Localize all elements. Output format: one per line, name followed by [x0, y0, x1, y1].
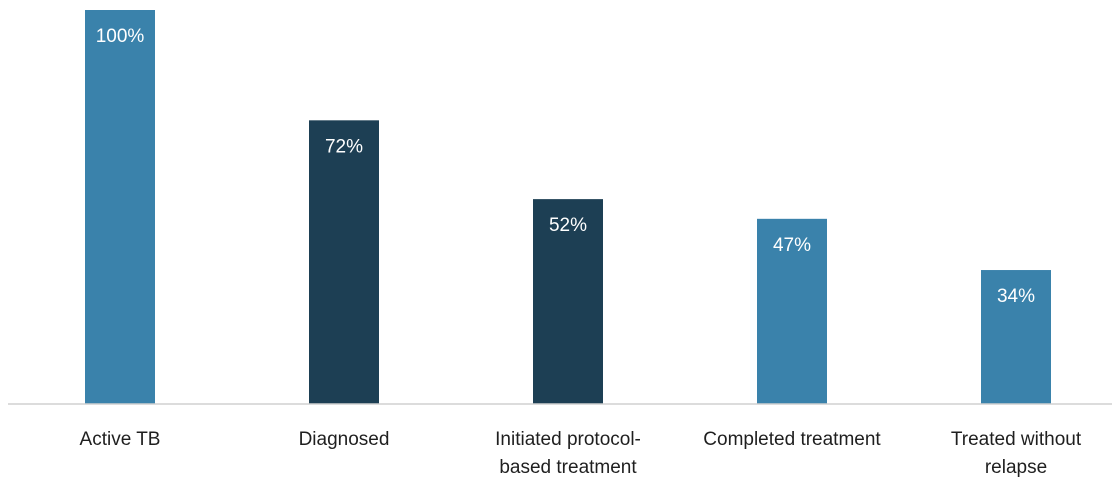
bar-value-label-2: 52%: [549, 215, 587, 236]
bar-value-label-4: 34%: [997, 286, 1035, 307]
bar-value-label-0: 100%: [96, 26, 145, 47]
bar-3: [757, 218, 827, 404]
bar-4: [981, 270, 1051, 404]
category-label-3-line-0: Completed treatment: [703, 429, 881, 450]
category-label-4-line-0: Treated without: [951, 429, 1082, 450]
bar-value-label-3: 47%: [773, 235, 811, 256]
category-label-4-line-1: relapse: [985, 457, 1047, 478]
bar-1: [309, 120, 379, 404]
category-label-1-line-0: Diagnosed: [299, 429, 390, 450]
bar-value-label-1: 72%: [325, 136, 363, 157]
category-label-2-line-1: based treatment: [499, 457, 637, 478]
bars-group: 100% 72% 52% 47% 34%: [85, 10, 1051, 404]
category-label-0-line-0: Active TB: [80, 429, 161, 450]
category-label-2-line-0: Initiated protocol-: [495, 429, 641, 450]
category-labels-group: Active TB Diagnosed Initiated protocol-bas…: [80, 429, 1082, 478]
bar-2: [533, 199, 603, 404]
bar-0: [85, 10, 155, 404]
